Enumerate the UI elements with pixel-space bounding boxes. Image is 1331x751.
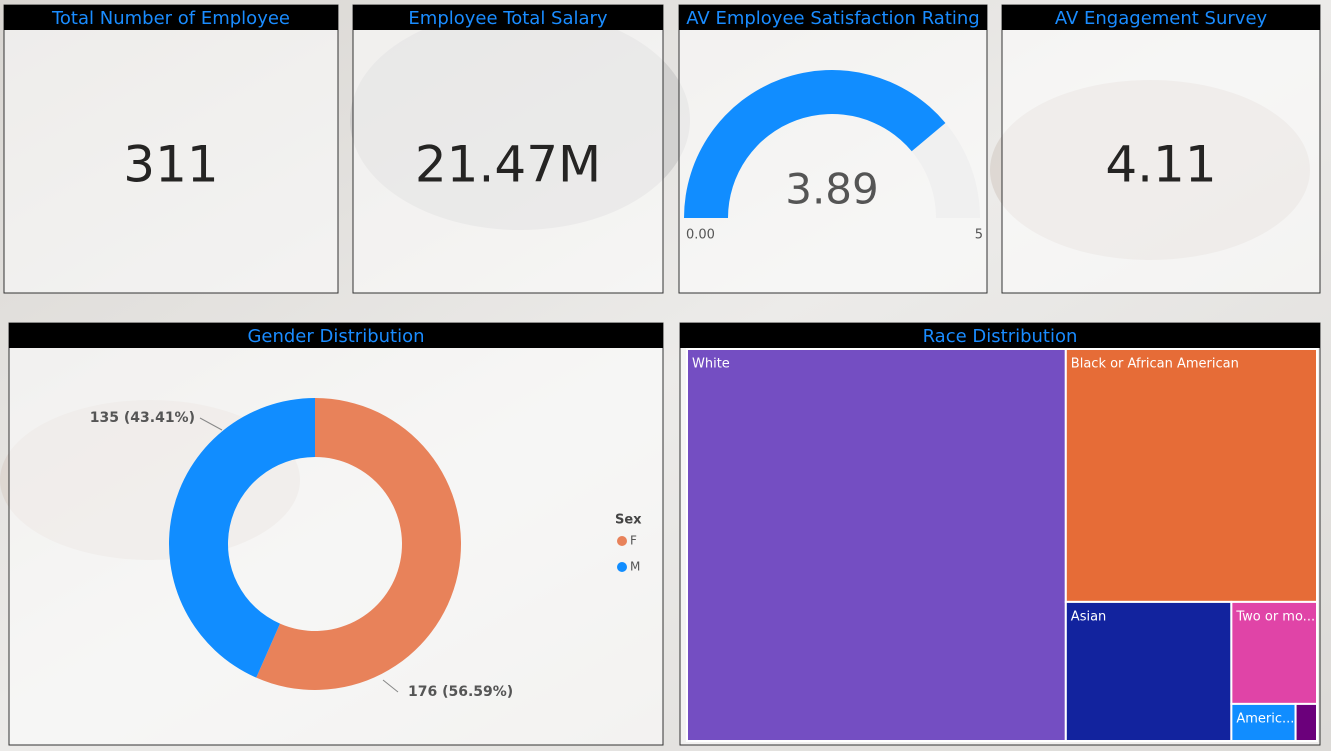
leader-line — [199, 417, 223, 431]
legend-label: M — [630, 560, 640, 574]
treemap-label: Asian — [1071, 609, 1106, 624]
treemap-label: White — [692, 357, 730, 372]
gauge-value: 3.89 — [785, 165, 879, 214]
treemap-cell — [1064, 348, 1319, 603]
data-label: 135 (43.41%) — [90, 410, 195, 426]
panel-title-bar — [679, 5, 987, 30]
panel-title: Employee Total Salary — [408, 8, 608, 29]
treemap-label: Americ... — [1236, 711, 1294, 726]
treemap-cell — [686, 348, 1067, 742]
card-value: 21.47M — [415, 136, 601, 194]
legend-marker — [617, 562, 627, 572]
panel-title: Total Number of Employee — [51, 8, 290, 29]
gauge-tick-label: 5 — [975, 228, 983, 243]
panel-title: AV Employee Satisfaction Rating — [686, 8, 979, 29]
treemap-label: Black or African American — [1071, 357, 1239, 372]
panel — [3, 4, 339, 294]
donut-slice — [256, 398, 462, 691]
data-label: 176 (56.59%) — [408, 684, 513, 700]
treemap-cell — [1294, 702, 1319, 743]
treemap-label: Two or mo... — [1235, 609, 1315, 624]
donut-slice — [169, 398, 315, 678]
leader-line — [382, 679, 399, 693]
panel-title-bar — [4, 5, 338, 30]
card-value: 311 — [123, 136, 218, 194]
panel-title: Race Distribution — [923, 326, 1078, 347]
panel — [352, 4, 664, 294]
gauge-value-arc — [684, 69, 946, 218]
panel — [1001, 4, 1321, 294]
card-value: 4.11 — [1105, 136, 1216, 194]
panel-title: AV Engagement Survey — [1055, 8, 1268, 29]
legend-title: Sex — [615, 513, 642, 528]
legend-marker — [617, 536, 627, 546]
panel-title: Gender Distribution — [247, 326, 424, 347]
panel-title-bar — [680, 323, 1320, 348]
legend-label: F — [630, 534, 637, 548]
treemap-cell — [1230, 600, 1319, 705]
panel-title-bar — [9, 323, 663, 348]
gauge-tick-label: 0.00 — [686, 228, 715, 243]
panel-title-bar — [353, 5, 663, 30]
panel-title-bar — [1002, 5, 1320, 30]
